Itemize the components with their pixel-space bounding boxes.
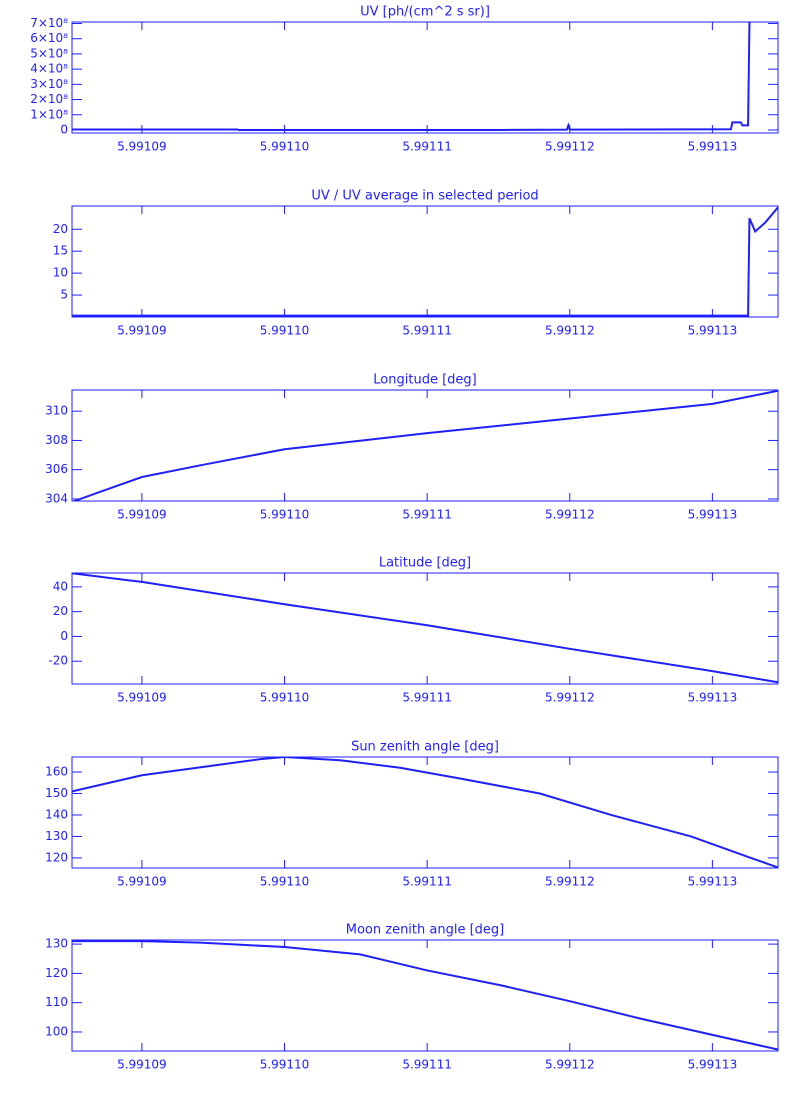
y-tick-label: 10 [53, 266, 68, 280]
x-tick-label: 5.99112 [545, 324, 595, 338]
plot-frame [71, 572, 779, 685]
panel: UV [ph/(cm^2 s sr)] 5.99109 5.99110 5.99111… [30, 5, 779, 154]
x-tick-label: 5.99110 [260, 140, 310, 154]
x-tick-label: 5.99109 [117, 508, 167, 522]
x-tick-label: 5.99109 [117, 324, 167, 338]
x-tick-label: 5.99110 [260, 875, 310, 889]
x-tick-label: 5.99111 [402, 508, 452, 522]
x-tick-label: 5.99112 [545, 1058, 595, 1072]
y-tick-label: 2×10⁸ [30, 92, 68, 106]
x-tick-label: 5.99109 [117, 875, 167, 889]
panel: Moon zenith angle [deg] 5.99109 5.99110 5.9… [45, 923, 779, 1072]
panel: Sun zenith angle [deg] 5.99109 5.99110 5.99… [45, 740, 779, 889]
x-tick-label: 5.99110 [260, 691, 310, 705]
y-tick-label: 120 [45, 850, 68, 864]
y-tick-label: 6×10⁸ [30, 31, 68, 45]
y-tick-label: 7×10⁸ [30, 16, 68, 30]
x-tick-label: 5.99111 [402, 324, 452, 338]
y-tick-label: 5 [60, 288, 68, 302]
y-tick-label: 4×10⁸ [30, 62, 68, 76]
data-line [72, 206, 778, 317]
plot-frame [71, 389, 779, 502]
x-tick-label: 5.99111 [402, 1058, 452, 1072]
y-tick-label: 110 [45, 995, 68, 1009]
x-tick-label: 5.99111 [402, 875, 452, 889]
x-tick-label: 5.99111 [402, 691, 452, 705]
x-tick-label: 5.99110 [260, 508, 310, 522]
x-tick-label: 5.99109 [117, 691, 167, 705]
y-tick-label: 120 [45, 966, 68, 980]
x-tick-label: 5.99113 [688, 875, 738, 889]
y-tick-label: 100 [45, 1024, 68, 1038]
chart-title: Latitude [deg] [379, 556, 471, 571]
plot-frame [71, 939, 779, 1052]
chart-title: UV / UV average in selected period [311, 189, 538, 204]
panel: UV / UV average in selected period 5.9910… [53, 189, 779, 338]
y-tick-label: 130 [45, 829, 68, 843]
x-tick-label: 5.99113 [688, 140, 738, 154]
y-tick-label: 130 [45, 937, 68, 951]
x-tick-label: 5.99109 [117, 140, 167, 154]
y-tick-label: 15 [53, 244, 68, 258]
y-tick-label: 3×10⁸ [30, 77, 68, 91]
y-tick-label: 40 [53, 579, 68, 593]
x-tick-label: 5.99109 [117, 1058, 167, 1072]
panel: Latitude [deg] 5.99109 5.99110 5.99111 5.991… [48, 556, 779, 705]
y-tick-label: 1×10⁸ [30, 107, 68, 121]
x-tick-label: 5.99112 [545, 691, 595, 705]
y-tick-label: 150 [45, 786, 68, 800]
x-tick-label: 5.99113 [688, 508, 738, 522]
y-tick-label: 306 [45, 462, 68, 476]
data-line [72, 940, 778, 1051]
y-tick-label: 5×10⁸ [30, 46, 68, 60]
plot-frame [71, 756, 779, 869]
panel: Longitude [deg] 5.99109 5.99110 5.99111 5.99… [45, 373, 779, 522]
chart-title: Moon zenith angle [deg] [346, 923, 504, 938]
data-line [72, 22, 751, 131]
y-tick-label: 308 [45, 433, 68, 447]
x-tick-label: 5.99112 [545, 508, 595, 522]
plot-frame [71, 205, 779, 318]
x-tick-label: 5.99112 [545, 875, 595, 889]
y-tick-label: 304 [45, 491, 68, 505]
y-tick-label: 20 [53, 604, 68, 618]
data-line [72, 390, 778, 501]
x-tick-label: 5.99113 [688, 691, 738, 705]
x-tick-label: 5.99110 [260, 324, 310, 338]
y-tick-label: 20 [53, 222, 68, 236]
y-tick-label: 140 [45, 807, 68, 821]
chart-title: Sun zenith angle [deg] [351, 740, 499, 755]
y-tick-label: 0 [60, 629, 68, 643]
x-tick-label: 5.99110 [260, 1058, 310, 1072]
plot-frame [71, 21, 779, 134]
x-tick-label: 5.99113 [688, 1058, 738, 1072]
chart-title: Longitude [deg] [373, 373, 476, 388]
y-tick-label: 310 [45, 404, 68, 418]
y-tick-label: -20 [48, 654, 68, 668]
chart-title: UV [ph/(cm^2 s sr)] [360, 5, 490, 20]
x-tick-label: 5.99112 [545, 140, 595, 154]
x-tick-label: 5.99113 [688, 324, 738, 338]
x-tick-label: 5.99111 [402, 140, 452, 154]
y-tick-label: 160 [45, 765, 68, 779]
data-line [72, 573, 778, 684]
data-line [72, 757, 778, 868]
y-tick-label: 0 [60, 122, 68, 136]
